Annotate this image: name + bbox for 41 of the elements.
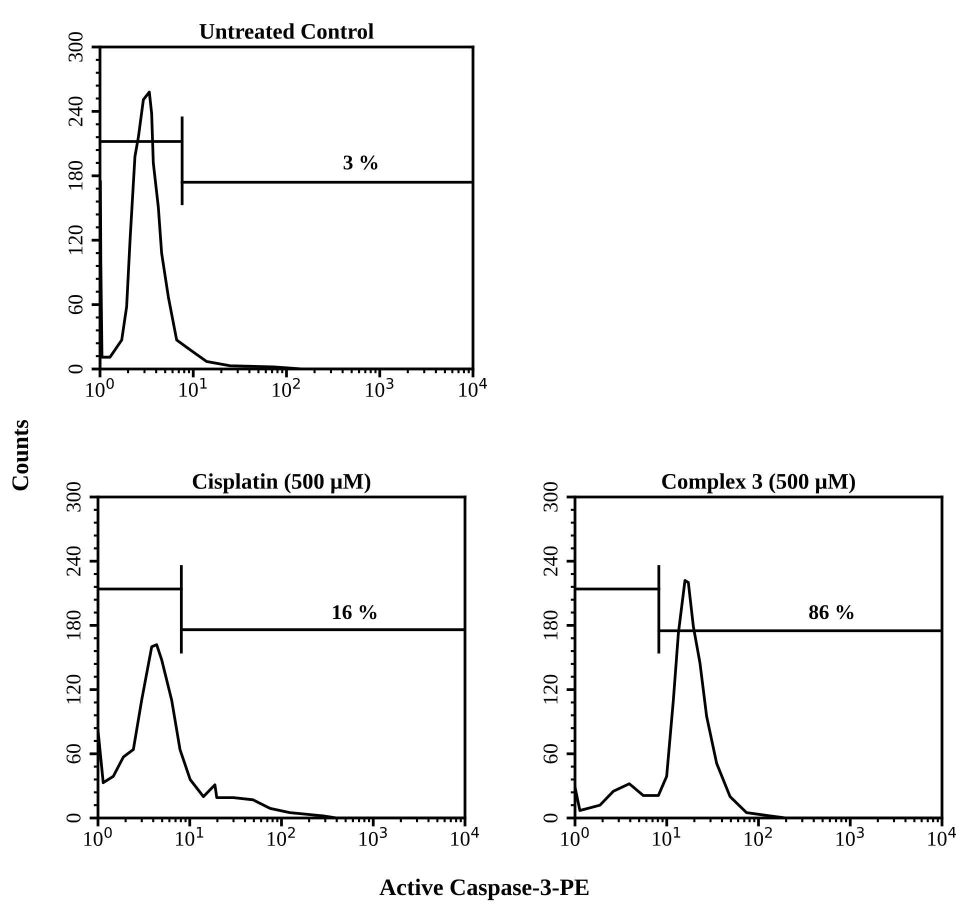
y-tick-label: 180 bbox=[66, 610, 81, 640]
y-tick-label: 120 bbox=[544, 674, 558, 704]
y-axis-title: Counts bbox=[12, 420, 28, 490]
x-tick-label: 10$^{0}$ bbox=[561, 826, 589, 846]
x-tick-label: 10$^{3}$ bbox=[360, 826, 387, 846]
chart-title: Cisplatin (500 µM) bbox=[192, 473, 370, 494]
x-tick-label: 10$^{3}$ bbox=[366, 378, 394, 397]
x-axis-title: Active Caspase-3-PE bbox=[379, 878, 589, 900]
y-tick-label: 240 bbox=[544, 546, 558, 576]
y-tick-label: 120 bbox=[66, 674, 81, 704]
y-tick-label: 180 bbox=[68, 160, 83, 190]
annotation: 86 % bbox=[809, 605, 854, 620]
x-tick-label: 10$^{1}$ bbox=[653, 826, 680, 846]
x-tick-label: 10$^{2}$ bbox=[272, 378, 300, 397]
y-tick-label: 120 bbox=[68, 225, 83, 254]
chart-title: Complex 3 (500 µM) bbox=[662, 473, 855, 494]
x-tick-label: 10$^{2}$ bbox=[744, 826, 772, 846]
y-tick-label: 60 bbox=[66, 744, 81, 764]
y-tick-label: 300 bbox=[68, 32, 83, 62]
x-tick-label: 10$^{2}$ bbox=[268, 826, 295, 846]
x-tick-label: 10$^{0}$ bbox=[86, 378, 114, 397]
y-tick-label: 0 bbox=[544, 814, 558, 822]
y-tick-label: 60 bbox=[68, 294, 83, 314]
x-tick-label: 10$^{0}$ bbox=[84, 826, 112, 846]
y-tick-label: 60 bbox=[544, 744, 558, 764]
annotation: 3 % bbox=[344, 156, 378, 170]
chart-title: Untreated Control bbox=[199, 23, 374, 39]
y-tick-label: 180 bbox=[544, 610, 558, 640]
x-tick-label: 10$^{1}$ bbox=[180, 378, 207, 397]
y-tick-label: 300 bbox=[66, 482, 81, 512]
y-tick-label: 0 bbox=[68, 364, 83, 374]
x-tick-label: 10$^{4}$ bbox=[928, 826, 956, 846]
y-tick-label: 240 bbox=[68, 96, 83, 126]
x-tick-label: 10$^{1}$ bbox=[176, 826, 204, 846]
x-tick-label: 10$^{4}$ bbox=[459, 378, 487, 397]
annotation: 16 % bbox=[333, 605, 376, 620]
y-tick-label: 240 bbox=[66, 546, 81, 576]
x-tick-label: 10$^{4}$ bbox=[451, 826, 479, 846]
x-tick-label: 10$^{3}$ bbox=[836, 826, 864, 846]
y-tick-label: 0 bbox=[66, 814, 81, 822]
y-tick-label: 300 bbox=[544, 482, 558, 512]
